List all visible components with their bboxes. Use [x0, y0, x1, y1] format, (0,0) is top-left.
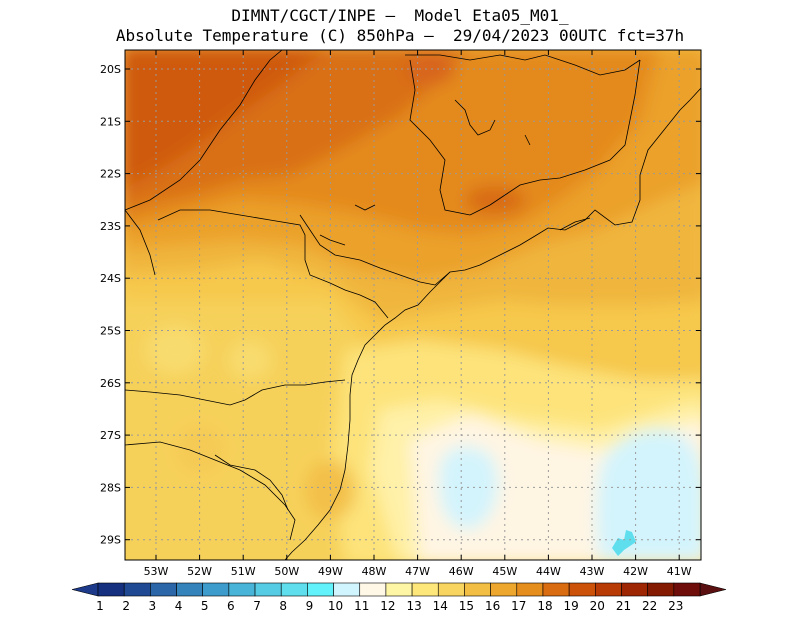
lon-label: 47W [405, 565, 430, 578]
lat-label: 25S [100, 325, 121, 338]
colorbar-label: 7 [253, 599, 261, 613]
colorbar-label: 21 [616, 599, 631, 613]
colorbar-swatch [228, 582, 256, 597]
colorbar-swatch [595, 582, 622, 597]
lat-label: 21S [100, 115, 121, 128]
latitude-labels: 20S 21S 22S 23S 24S 25S 26S 27S 28S 29S [100, 63, 701, 547]
lat-lon-grid [125, 50, 701, 560]
colorbar-high-arrow [699, 582, 727, 597]
plot-frame [124, 49, 702, 561]
map-title-line-1: DIMNT/CGCT/INPE – Model Eta05_M01_ [231, 6, 569, 25]
lat-label: 24S [100, 272, 121, 285]
lat-label: 26S [100, 377, 121, 390]
colorbar-swatch [97, 582, 125, 597]
colorbar-swatch [333, 582, 361, 597]
lon-label: 48W [362, 565, 387, 578]
colorbar-label: 5 [201, 599, 209, 613]
colorbar-label: 20 [590, 599, 605, 613]
colorbar-swatch [568, 582, 596, 597]
lon-label: 44W [536, 565, 561, 578]
colorbar-swatch [647, 582, 675, 597]
colorbar-swatch [464, 582, 491, 597]
colorbar-swatch [150, 582, 177, 597]
colorbar-label: 14 [433, 599, 448, 613]
colorbar-label: 4 [175, 599, 183, 613]
colorbar-label: 6 [227, 599, 235, 613]
colorbar: 1 2 3 4 5 6 7 8 9 10 11 12 13 14 15 16 17 18 19 20 21 22 23 [71, 582, 727, 613]
colorbar-swatch [621, 582, 648, 597]
colorbar-low-arrow [71, 582, 99, 597]
lat-label: 23S [100, 220, 121, 233]
colorbar-swatch [359, 582, 387, 597]
lat-label: 20S [100, 63, 121, 76]
lat-label: 27S [100, 429, 121, 442]
colorbar-swatch [123, 582, 151, 597]
colorbar-label: 23 [668, 599, 683, 613]
colorbar-label: 10 [328, 599, 343, 613]
lon-label: 49W [318, 565, 343, 578]
colorbar-label: 18 [537, 599, 552, 613]
colorbar-swatch [437, 582, 465, 597]
colorbar-label: 2 [122, 599, 130, 613]
colorbar-label: 17 [511, 599, 526, 613]
lon-label: 51W [231, 565, 256, 578]
colorbar-swatch [516, 582, 544, 597]
colorbar-swatch [385, 582, 413, 597]
lon-label: 43W [580, 565, 605, 578]
lon-label: 41W [667, 565, 692, 578]
colorbar-label: 16 [485, 599, 500, 613]
colorbar-swatch [202, 582, 230, 597]
colorbar-label: 3 [149, 599, 157, 613]
colorbar-swatch [411, 582, 439, 597]
colorbar-label: 13 [406, 599, 421, 613]
colorbar-swatch [673, 582, 701, 597]
colorbar-swatch [490, 582, 518, 597]
lon-label: 45W [492, 565, 517, 578]
lon-label: 50W [274, 565, 299, 578]
colorbar-swatch [542, 582, 570, 597]
lat-label: 29S [100, 534, 121, 547]
longitude-labels: 53W 52W 51W 50W 49W 48W 47W 46W 45W 44W 43W 42W 41W [144, 50, 692, 578]
colorbar-label: 11 [354, 599, 369, 613]
lon-label: 46W [449, 565, 474, 578]
colorbar-swatch [176, 582, 203, 597]
colorbar-label: 9 [306, 599, 314, 613]
temperature-field [125, 50, 701, 560]
lon-label: 53W [144, 565, 169, 578]
colorbar-swatch [254, 582, 282, 597]
colorbar-swatch [280, 582, 308, 597]
boundary-lines [125, 50, 701, 560]
lat-label: 28S [100, 481, 121, 494]
colorbar-label: 8 [279, 599, 287, 613]
colorbar-label: 22 [642, 599, 657, 613]
lon-label: 52W [187, 565, 212, 578]
colorbar-label: 19 [563, 599, 578, 613]
colorbar-swatch [307, 582, 334, 597]
lon-label: 42W [623, 565, 648, 578]
colorbar-label: 15 [459, 599, 474, 613]
map-title-line-2: Absolute Temperature (C) 850hPa – 29/04/… [115, 26, 685, 45]
lat-label: 22S [100, 168, 121, 181]
colorbar-label: 12 [380, 599, 395, 613]
colorbar-label: 1 [96, 599, 104, 613]
